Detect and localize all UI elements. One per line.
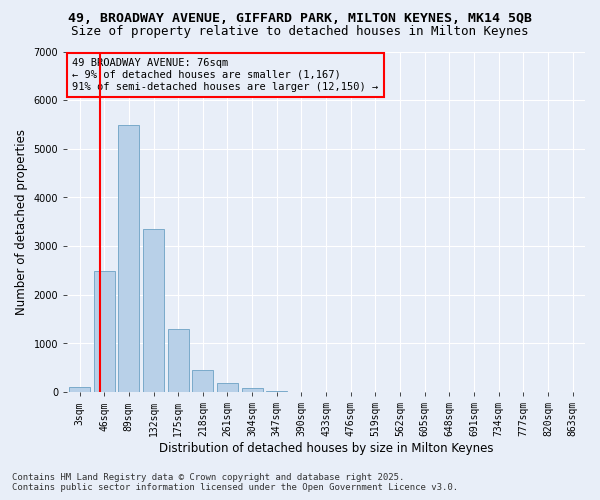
- Bar: [143, 229, 164, 392]
- Y-axis label: Number of detached properties: Number of detached properties: [15, 129, 28, 315]
- Bar: [167, 329, 188, 392]
- Text: Size of property relative to detached houses in Milton Keynes: Size of property relative to detached ho…: [71, 25, 529, 38]
- Text: 49 BROADWAY AVENUE: 76sqm
← 9% of detached houses are smaller (1,167)
91% of sem: 49 BROADWAY AVENUE: 76sqm ← 9% of detach…: [73, 58, 379, 92]
- Bar: [193, 370, 213, 392]
- Bar: [69, 388, 90, 392]
- Text: 49, BROADWAY AVENUE, GIFFARD PARK, MILTON KEYNES, MK14 5QB: 49, BROADWAY AVENUE, GIFFARD PARK, MILTO…: [68, 12, 532, 26]
- Bar: [242, 388, 263, 392]
- Text: Contains HM Land Registry data © Crown copyright and database right 2025.
Contai: Contains HM Land Registry data © Crown c…: [12, 473, 458, 492]
- X-axis label: Distribution of detached houses by size in Milton Keynes: Distribution of detached houses by size …: [159, 442, 493, 455]
- Bar: [217, 383, 238, 392]
- Bar: [94, 270, 115, 392]
- Bar: [118, 124, 139, 392]
- Bar: [266, 390, 287, 392]
